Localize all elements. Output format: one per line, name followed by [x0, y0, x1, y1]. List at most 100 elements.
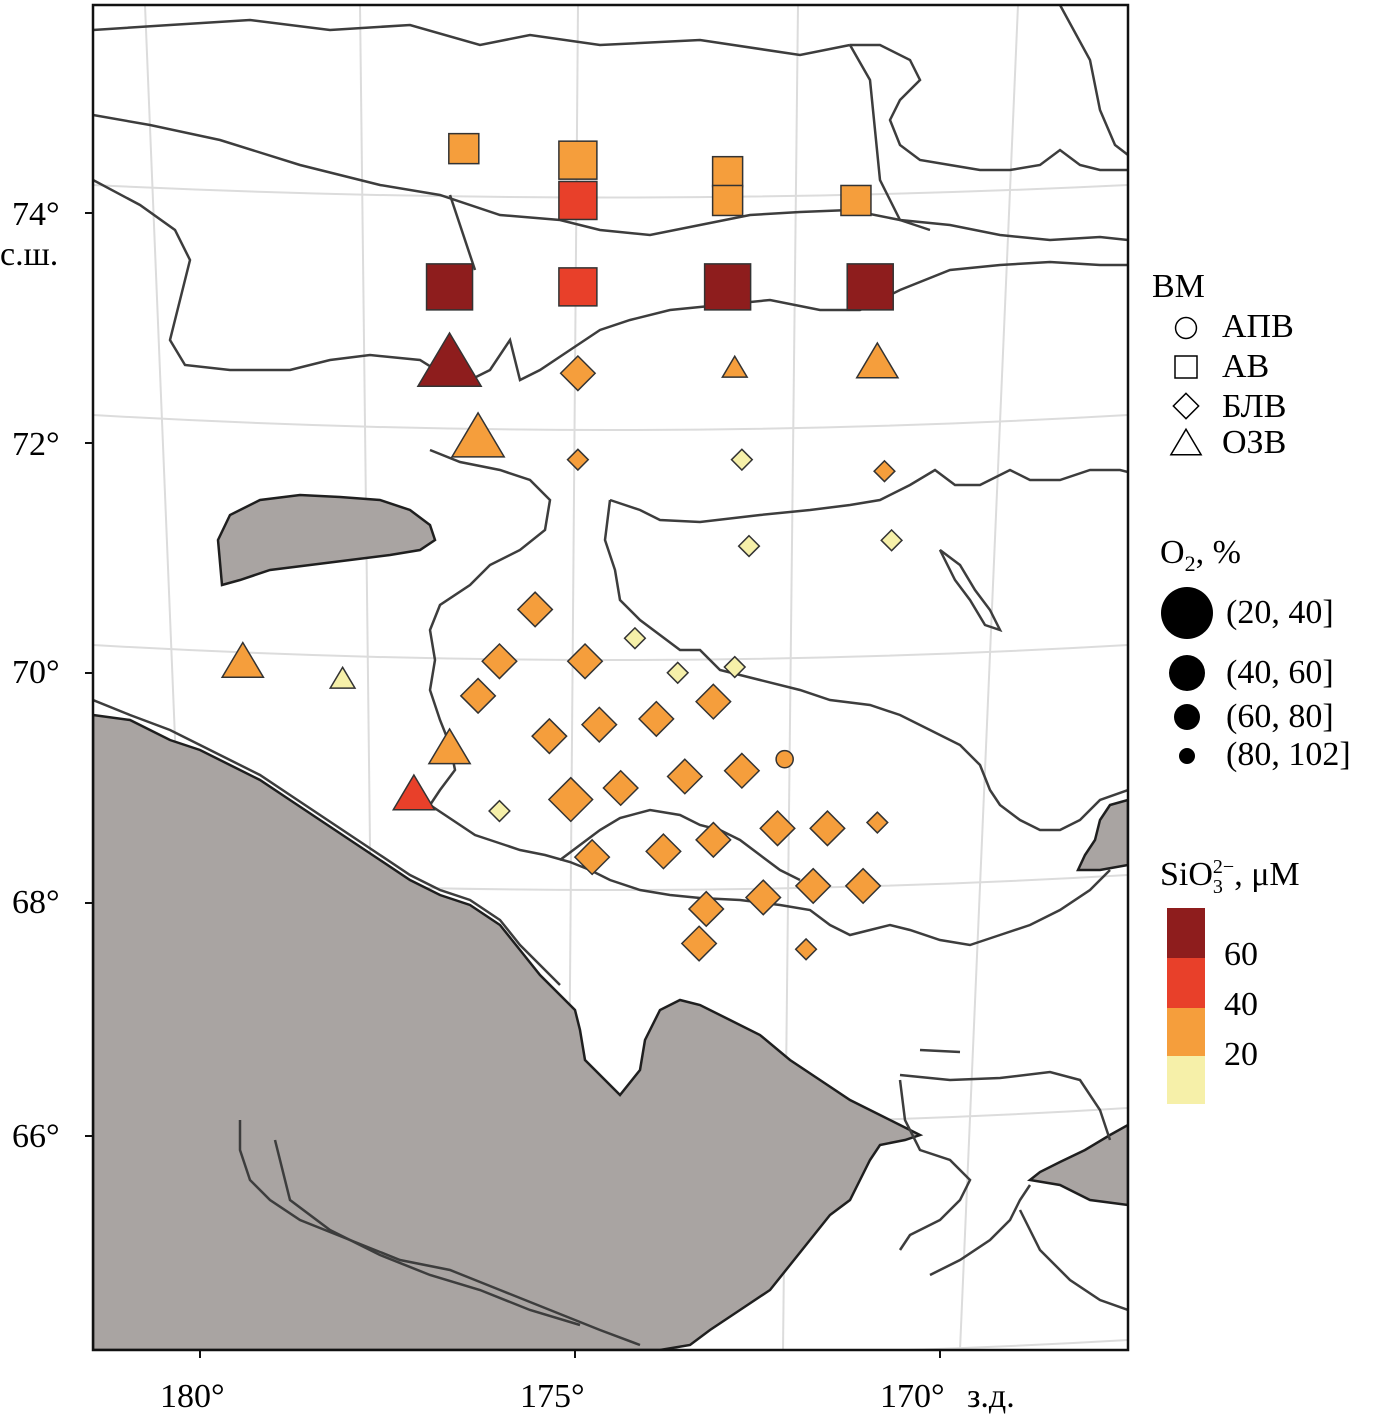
station-triangle-marker-10	[416, 331, 483, 387]
o2-title-main: O	[1160, 534, 1185, 571]
legend-size-label-3: (80, 102]	[1226, 736, 1351, 773]
station-diamond-marker-25	[723, 655, 747, 679]
map-frame	[91, 3, 1130, 1352]
station-square-marker-9	[846, 263, 894, 311]
o2-title-rest: , %	[1195, 534, 1241, 571]
lat-label-72: 72°	[12, 426, 60, 463]
station-diamond-marker-44	[695, 821, 732, 859]
station-diamond-marker-31	[695, 683, 732, 720]
legend-colorbar-c4	[1167, 908, 1205, 958]
legend-shape-label-3: ОЗВ	[1222, 424, 1287, 461]
station-diamond-marker-24	[666, 661, 690, 685]
legend-color-title: SiO 2− 3 , μM	[1160, 856, 1300, 897]
legend-size-title: O2, %	[1160, 534, 1241, 577]
station-diamond-marker-38	[547, 776, 594, 823]
station-diamond-marker-37	[602, 769, 639, 807]
station-diamond-marker-43	[865, 811, 889, 834]
station-square-marker-8	[703, 263, 752, 311]
mainland	[93, 713, 924, 1350]
legend-colorbar-c3	[1167, 958, 1205, 1008]
station-diamond-marker-42	[809, 810, 846, 847]
station-diamond-marker-46	[573, 838, 611, 876]
wrangel-island	[216, 493, 437, 587]
station-triangle-marker-13	[855, 341, 900, 379]
station-diamond-marker-18	[737, 534, 761, 558]
legend-size-dot-2	[1174, 704, 1200, 730]
legend-shape-label-1: АВ	[1222, 348, 1270, 385]
legend-square-icon	[1174, 355, 1198, 379]
legend-color-tick-40: 40	[1224, 986, 1258, 1023]
station-diamond-marker-17	[873, 459, 896, 483]
si-title-sub: 3	[1212, 876, 1223, 899]
lat-label-66: 66°	[12, 1118, 60, 1155]
station-diamond-marker-22	[481, 642, 518, 680]
station-diamond-marker-21	[623, 626, 647, 650]
legend-shape-label-0: АПВ	[1222, 308, 1294, 345]
legend-size-label-0: (20, 40]	[1226, 594, 1334, 631]
station-circle-marker-34	[775, 749, 794, 769]
station-diamond-marker-35	[723, 752, 761, 790]
legend-shape-label-2: БЛВ	[1222, 388, 1287, 425]
station-triangle-marker-12	[721, 354, 749, 378]
legend-triangle-icon	[1169, 427, 1203, 456]
station-diamond-marker-16	[730, 448, 754, 472]
station-diamond-marker-40	[488, 799, 511, 823]
si-title-sup: 2−	[1212, 856, 1235, 879]
station-triangle-marker-39	[391, 773, 436, 811]
station-square-marker-3	[711, 155, 744, 188]
station-diamond-marker-52	[794, 937, 818, 961]
stations-layer	[220, 132, 904, 962]
legend-circle-icon	[1174, 316, 1198, 340]
alaska-coast-upper	[1076, 798, 1128, 872]
lat-label-70: 70°	[12, 654, 60, 691]
alaska-coast-lower	[1027, 1123, 1128, 1207]
station-diamond-marker-11	[559, 354, 597, 392]
si-title-main: SiO	[1160, 856, 1213, 893]
legend-size-dot-3	[1179, 748, 1195, 764]
legend-colorbar-c1	[1167, 1056, 1205, 1104]
station-square-marker-6	[425, 263, 474, 311]
legend-diamond-icon	[1172, 392, 1200, 420]
station-square-marker-7	[558, 267, 598, 307]
station-diamond-marker-20	[516, 591, 554, 628]
station-diamond-marker-30	[638, 700, 675, 738]
station-square-marker-2	[558, 180, 598, 221]
station-diamond-marker-28	[459, 677, 497, 715]
lat-unit-label: с.ш.	[0, 236, 59, 273]
station-diamond-marker-36	[666, 758, 704, 795]
station-diamond-marker-45	[645, 833, 682, 870]
station-triangle-marker-27	[328, 665, 357, 689]
legend-size-label-2: (60, 80]	[1226, 698, 1334, 735]
legend-color-tick-20: 20	[1224, 1036, 1258, 1073]
lon-label-180: 180°	[160, 1378, 225, 1415]
lon-label-175: 175°	[520, 1378, 585, 1415]
station-diamond-marker-47	[794, 867, 832, 905]
station-diamond-marker-29	[580, 706, 618, 743]
legend-colorbar-c2	[1167, 1008, 1205, 1056]
station-diamond-marker-19	[880, 528, 904, 552]
si-title-rest: , μM	[1234, 856, 1300, 893]
isobaths	[93, 5, 1128, 1347]
station-triangle-marker-33	[427, 727, 472, 765]
legend-color-tick-60: 60	[1224, 936, 1258, 973]
station-diamond-marker-48	[844, 867, 882, 905]
legend-size-label-1: (40, 60]	[1226, 654, 1334, 691]
lat-label-68: 68°	[12, 884, 60, 921]
land	[93, 493, 1128, 1350]
station-diamond-marker-15	[566, 448, 590, 472]
lon-unit-label: з.д.	[967, 1378, 1015, 1415]
legend-graphics	[1161, 316, 1213, 1104]
legend-size-dot-0	[1161, 587, 1213, 639]
station-square-marker-0	[448, 132, 480, 165]
station-square-marker-1	[558, 140, 598, 180]
station-square-marker-4	[711, 184, 744, 217]
station-triangle-marker-26	[220, 641, 265, 678]
station-triangle-marker-14	[450, 411, 506, 458]
station-diamond-marker-49	[744, 879, 782, 916]
lat-label-74: 74°	[12, 196, 60, 233]
station-diamond-marker-50	[687, 890, 725, 928]
legend-size-dot-1	[1169, 655, 1205, 691]
lon-label-170: 170°	[880, 1378, 945, 1415]
station-square-marker-5	[840, 184, 872, 217]
